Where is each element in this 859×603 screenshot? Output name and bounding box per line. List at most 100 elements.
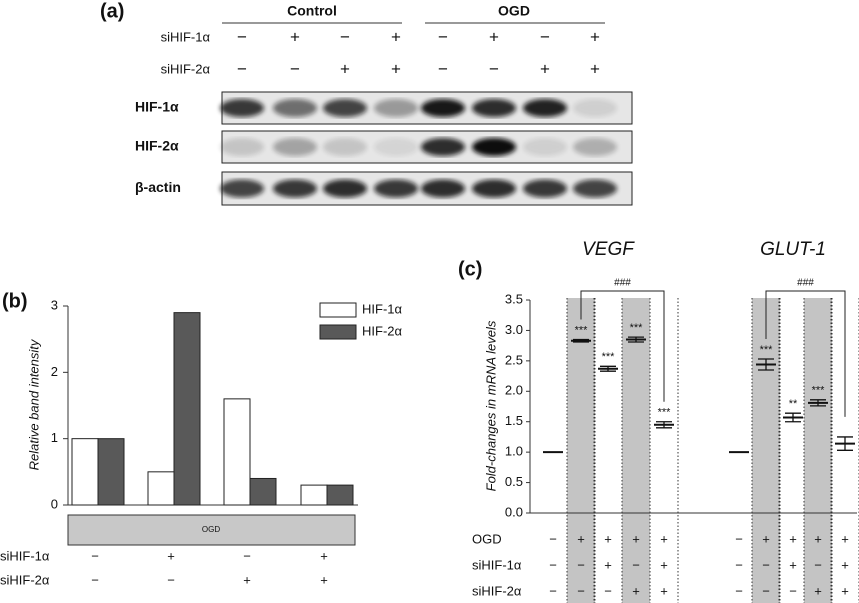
band	[523, 138, 567, 156]
sign: −	[577, 583, 585, 598]
band	[273, 99, 317, 117]
sign: −	[604, 583, 612, 598]
row-label: siHIF-1α	[0, 548, 50, 563]
row-label: siHIF-1α	[161, 29, 211, 44]
band	[472, 179, 516, 198]
sign: −	[735, 557, 743, 572]
significance: ***	[630, 322, 644, 334]
blot-label: β-actin	[135, 179, 181, 195]
band	[323, 138, 367, 156]
sign: −	[762, 557, 770, 572]
error-bar	[810, 399, 826, 407]
error-bar	[758, 358, 774, 371]
bar	[173, 312, 201, 506]
bracket	[580, 290, 665, 402]
band	[273, 138, 317, 156]
error-bar	[785, 412, 801, 423]
error-bar	[600, 365, 616, 372]
panel-label: (a)	[100, 0, 124, 22]
y-tick-label: 0.5	[505, 474, 523, 489]
significance: **	[789, 398, 798, 410]
row-label: siHIF-2α	[0, 572, 50, 587]
error-bar	[656, 421, 672, 429]
y-tick-label: 3.5	[505, 291, 523, 306]
sign: +	[762, 531, 770, 546]
sign: −	[290, 59, 300, 78]
legend-swatch	[319, 302, 357, 318]
sign: +	[604, 531, 612, 546]
blot-label: HIF-2α	[135, 138, 179, 154]
panel-label: (c)	[458, 258, 482, 280]
gene-title: GLUT-1	[760, 239, 826, 260]
significance: ***	[760, 344, 774, 356]
bar	[147, 471, 175, 506]
y-tick-label: 3	[51, 297, 58, 312]
shade	[804, 298, 832, 603]
sign: +	[391, 27, 401, 46]
sign: −	[340, 27, 350, 46]
row-label: siHIF-1α	[472, 557, 522, 572]
error-bar	[573, 338, 589, 343]
bar	[249, 477, 277, 506]
legend-swatch	[319, 324, 357, 340]
band	[573, 138, 617, 156]
sign: −	[735, 531, 743, 546]
sign: +	[814, 583, 822, 598]
sign: −	[549, 583, 557, 598]
sign: −	[735, 583, 743, 598]
sign: +	[540, 59, 550, 78]
sign: +	[167, 548, 175, 563]
sign: +	[391, 59, 401, 78]
band	[573, 99, 617, 117]
shade	[567, 298, 595, 603]
bracket	[765, 290, 846, 417]
legend-label: HIF-1α	[362, 301, 403, 316]
significance: ***	[602, 351, 616, 363]
group-label: OGD	[498, 3, 530, 19]
sign: +	[290, 27, 300, 46]
sign: −	[549, 557, 557, 572]
error-bar	[628, 336, 644, 343]
sign: +	[340, 59, 350, 78]
shade	[752, 298, 780, 603]
band	[374, 99, 418, 117]
sign: −	[814, 557, 822, 572]
blots	[220, 91, 633, 206]
comparison: ###	[797, 278, 814, 289]
sign: −	[489, 59, 499, 78]
sign: −	[237, 27, 247, 46]
significance: ***	[658, 407, 672, 419]
y-tick-label: 0.0	[505, 504, 523, 519]
y-tick-label: 2	[51, 364, 58, 379]
bar	[71, 438, 99, 506]
blot-label: HIF-1α	[135, 99, 179, 115]
row-label: siHIF-2α	[161, 61, 211, 76]
band	[421, 99, 465, 117]
band	[220, 179, 264, 198]
sign: +	[789, 557, 797, 572]
band	[421, 179, 465, 198]
sign: −	[438, 59, 448, 78]
band	[374, 179, 418, 198]
band	[323, 179, 367, 198]
band	[220, 138, 264, 156]
y-tick-label: 1.5	[505, 413, 523, 428]
band	[523, 99, 567, 117]
sign: −	[167, 572, 175, 587]
sign: +	[841, 557, 849, 572]
sign: +	[590, 27, 600, 46]
sign: +	[320, 572, 328, 587]
bar	[300, 484, 328, 506]
sign: +	[632, 583, 640, 598]
y-tick-label: 2.0	[505, 383, 523, 398]
y-tick-label: 1	[51, 430, 58, 445]
comparison: ###	[614, 278, 631, 289]
sign: +	[660, 557, 668, 572]
row-label: OGD	[472, 531, 502, 546]
y-tick-label: 0	[51, 496, 58, 511]
band	[273, 179, 317, 198]
sign: −	[237, 59, 247, 78]
band	[472, 99, 516, 117]
shade	[622, 298, 650, 603]
